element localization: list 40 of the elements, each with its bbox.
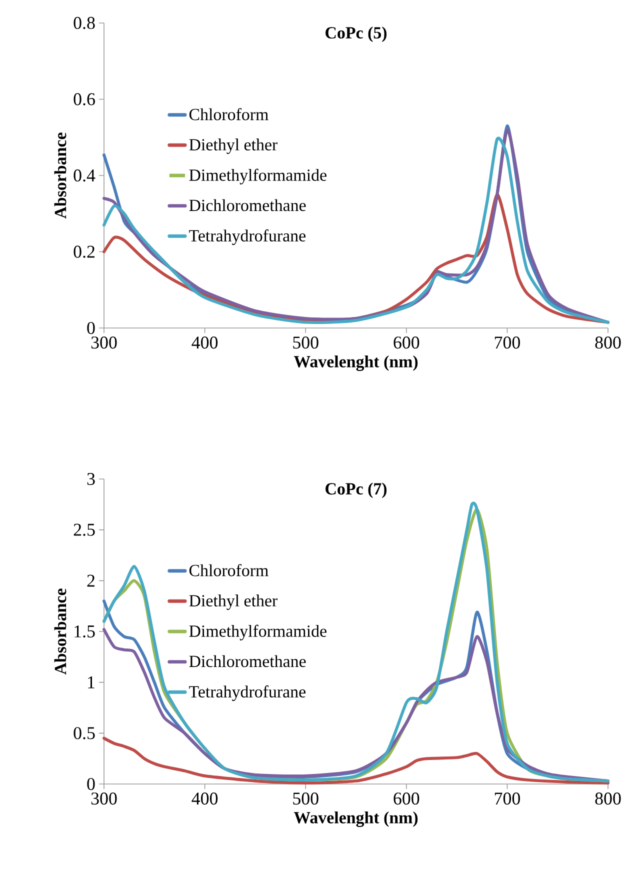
y-tick-label: 0 (87, 322, 95, 334)
y-tick-label: 0.5 (74, 727, 95, 740)
x-tick-label: 500 (293, 336, 318, 349)
legend-label: Dichloromethane (189, 655, 306, 668)
y-tick-label: 1.5 (74, 625, 95, 638)
y-tick-label: 0.6 (74, 93, 95, 106)
legend-label: Tetrahydrofurane (189, 685, 306, 702)
y-tick-label: 1 (88, 676, 94, 688)
legend-label: Chloroform (189, 108, 268, 120)
legend-label: Dichloromethane (189, 199, 306, 212)
legend-label: Diethyl ether (189, 138, 278, 154)
y-tick-label: 0 (87, 778, 95, 790)
x-axis-title: Wavelenght (nm) (294, 355, 418, 371)
x-tick-label: 400 (192, 336, 218, 349)
chart-title: CoPc (7) (326, 482, 387, 498)
y-tick-label: 0.4 (74, 169, 96, 182)
y-tick-label: 2.5 (74, 524, 95, 536)
legend-label: Tetrahydrofurane (189, 229, 306, 245)
x-axis-title: Wavelenght (nm) (294, 811, 418, 827)
x-tick-label: 800 (595, 336, 621, 349)
y-tick-label: 0.8 (74, 16, 95, 30)
x-tick-label: 700 (494, 792, 520, 805)
legend-label: Dimethylformamide (189, 168, 326, 184)
y-tick-label: 3 (87, 472, 95, 486)
legend-label: Diethyl ether (189, 594, 278, 610)
x-tick-label: 300 (91, 792, 117, 805)
legend-label: Chloroform (189, 564, 268, 576)
y-tick-label: 0.2 (74, 246, 94, 258)
x-tick-label: 300 (91, 336, 117, 349)
x-tick-label: 700 (494, 336, 520, 349)
x-tick-label: 400 (192, 792, 218, 805)
y-axis-title: Absorbance (54, 132, 66, 219)
y-axis-title: Absorbance (54, 588, 66, 675)
x-tick-label: 600 (394, 336, 420, 349)
x-tick-label: 800 (595, 792, 621, 805)
y-tick-label: 2 (87, 574, 94, 587)
chart-title: CoPc (5) (326, 26, 387, 42)
legend-label: Dimethylformamide (189, 624, 326, 640)
x-tick-label: 500 (293, 792, 318, 805)
x-tick-label: 600 (394, 792, 420, 805)
